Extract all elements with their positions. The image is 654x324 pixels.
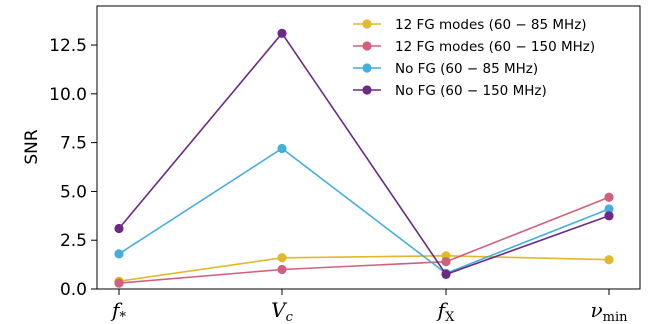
legend-swatch-marker xyxy=(362,63,372,73)
legend-label: 12 FG modes (60 − 150 MHz) xyxy=(395,39,595,55)
legend-swatch-marker xyxy=(362,41,372,51)
y-tick-label: 5.0 xyxy=(60,182,87,202)
x-tick-label: f* xyxy=(110,298,126,324)
data-point xyxy=(604,204,614,214)
y-tick-label: 10.0 xyxy=(49,85,87,105)
data-point xyxy=(441,257,451,267)
data-point xyxy=(277,253,287,263)
data-point xyxy=(604,192,614,202)
y-tick-label: 12.5 xyxy=(49,36,87,56)
data-point xyxy=(277,264,287,275)
data-point xyxy=(441,269,451,279)
legend-label: No FG (60 − 150 MHz) xyxy=(395,83,547,99)
y-tick-label: 7.5 xyxy=(60,134,87,154)
data-point xyxy=(114,249,124,259)
data-point xyxy=(114,278,124,288)
x-tick-label: fX xyxy=(436,298,455,324)
data-point xyxy=(604,211,614,221)
legend-label: 12 FG modes (60 − 85 MHz) xyxy=(395,17,587,33)
data-point xyxy=(277,28,287,38)
legend-swatch-marker xyxy=(362,85,372,95)
y-tick-label: 0.0 xyxy=(60,280,87,300)
x-tick-label: Vc xyxy=(271,298,293,324)
legend-swatch-marker xyxy=(362,19,372,29)
series-line-3 xyxy=(118,31,610,276)
series-line-1 xyxy=(118,196,610,284)
series-line-0 xyxy=(118,254,610,282)
data-point xyxy=(604,255,614,265)
x-tick-label: νmin xyxy=(590,298,628,324)
legend-label: No FG (60 − 85 MHz) xyxy=(395,61,538,77)
data-point xyxy=(277,143,287,154)
series-line-2 xyxy=(118,147,610,275)
data-point xyxy=(114,223,124,234)
y-tick-label: 2.5 xyxy=(60,231,87,251)
y-axis-title: SNR xyxy=(22,129,42,165)
plot-frame xyxy=(96,5,641,290)
